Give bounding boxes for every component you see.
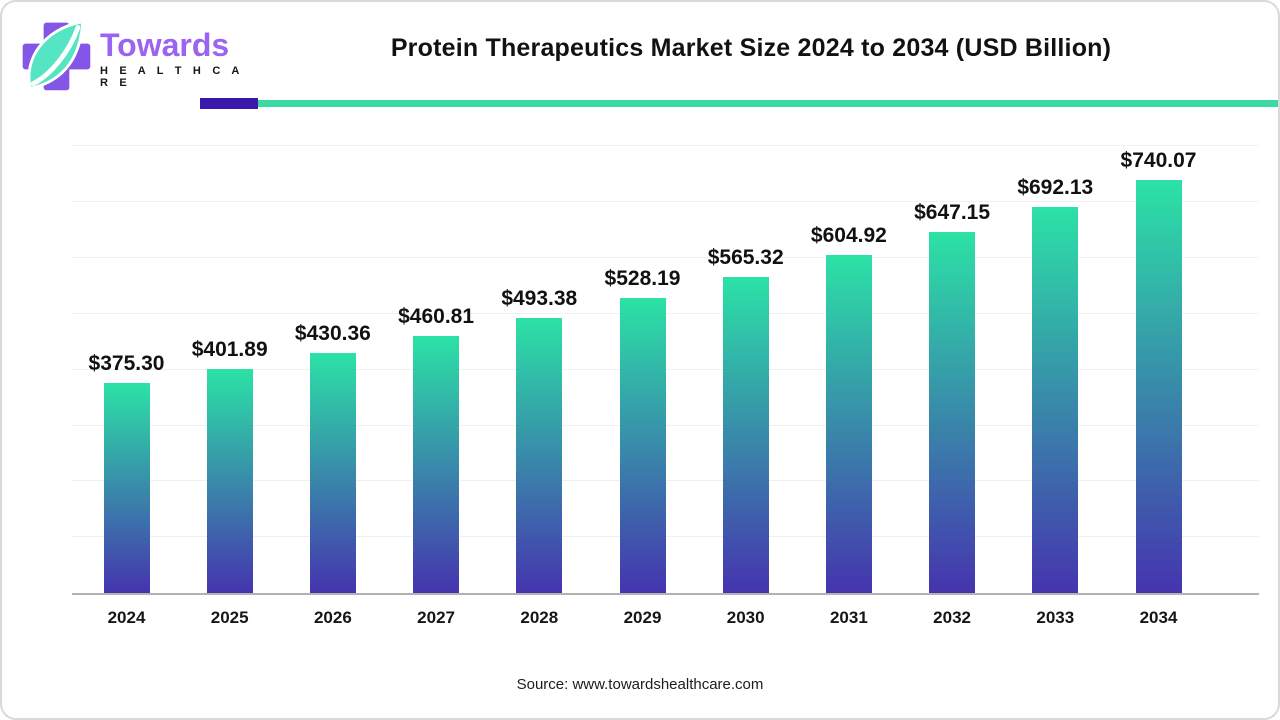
gridline xyxy=(72,480,1259,482)
x-tick-label: 2027 xyxy=(417,608,455,627)
bar-value-label: $460.81 xyxy=(398,304,475,328)
bar-2025 xyxy=(206,368,253,593)
x-tick-label: 2026 xyxy=(313,608,352,627)
plot-area: $375.30 $401.89 $430.36 $460.81 $493.38 $528.… xyxy=(72,145,1259,595)
bar-value-label: $401.89 xyxy=(191,337,268,361)
bar-2024 xyxy=(103,383,150,593)
gridline xyxy=(72,201,1259,203)
page-title: Protein Therapeutics Market Size 2024 to… xyxy=(390,34,1112,62)
bar-2033 xyxy=(1032,206,1079,593)
bar-value-label: $375.30 xyxy=(88,352,165,376)
bar-value-label: $430.36 xyxy=(294,321,371,345)
gridline xyxy=(72,312,1259,314)
brand-subname: H E A L T H C A R E xyxy=(100,65,244,89)
brand-name: Towards xyxy=(100,27,230,63)
gridline xyxy=(72,145,1259,147)
x-tick-label: 2031 xyxy=(829,608,868,627)
bar-2032 xyxy=(929,231,976,593)
x-tick-label: 2028 xyxy=(520,608,559,627)
bar-2027 xyxy=(413,335,460,593)
x-axis-ticks: 2024 2025 2026 2027 2028 2029 2030 2031 2032 2033… xyxy=(72,608,1259,638)
accent-line-purple xyxy=(200,98,258,109)
bar-2034 xyxy=(1135,179,1182,593)
x-tick-label: 2029 xyxy=(623,608,662,627)
bar-2029 xyxy=(619,298,666,593)
accent-line-teal xyxy=(258,100,1278,107)
x-tick-label: 2030 xyxy=(726,608,765,627)
bar-value-label: $528.19 xyxy=(604,267,681,291)
bar-2031 xyxy=(825,255,872,593)
x-tick-label: 2025 xyxy=(210,608,249,627)
gridline xyxy=(72,536,1259,538)
cross-and-leaf-icon xyxy=(22,19,91,91)
bar-value-label: $692.13 xyxy=(1017,175,1094,199)
brand-logo: Towards H E A L T H C A R E xyxy=(16,14,246,94)
x-tick-label: 2033 xyxy=(1036,608,1075,627)
x-tick-label: 2034 xyxy=(1139,608,1178,627)
gridline xyxy=(72,368,1259,370)
source-text: Source: www.towardshealthcare.com xyxy=(516,676,764,693)
bar-value-label: $740.07 xyxy=(1120,148,1197,172)
x-tick-label: 2032 xyxy=(933,608,971,627)
bar-2028 xyxy=(516,317,563,593)
bar-value-label: $647.15 xyxy=(914,200,991,224)
bar-value-label: $604.92 xyxy=(810,224,887,248)
bar-2030 xyxy=(722,277,769,593)
bar-2026 xyxy=(309,352,356,593)
gridline xyxy=(72,424,1259,426)
brand-wordmark: Towards H E A L T H C A R E xyxy=(100,27,250,89)
bar-value-label: $565.32 xyxy=(707,246,784,270)
bar-value-label: $493.38 xyxy=(501,286,578,310)
gridline xyxy=(72,257,1259,259)
x-tick-label: 2024 xyxy=(107,608,146,627)
